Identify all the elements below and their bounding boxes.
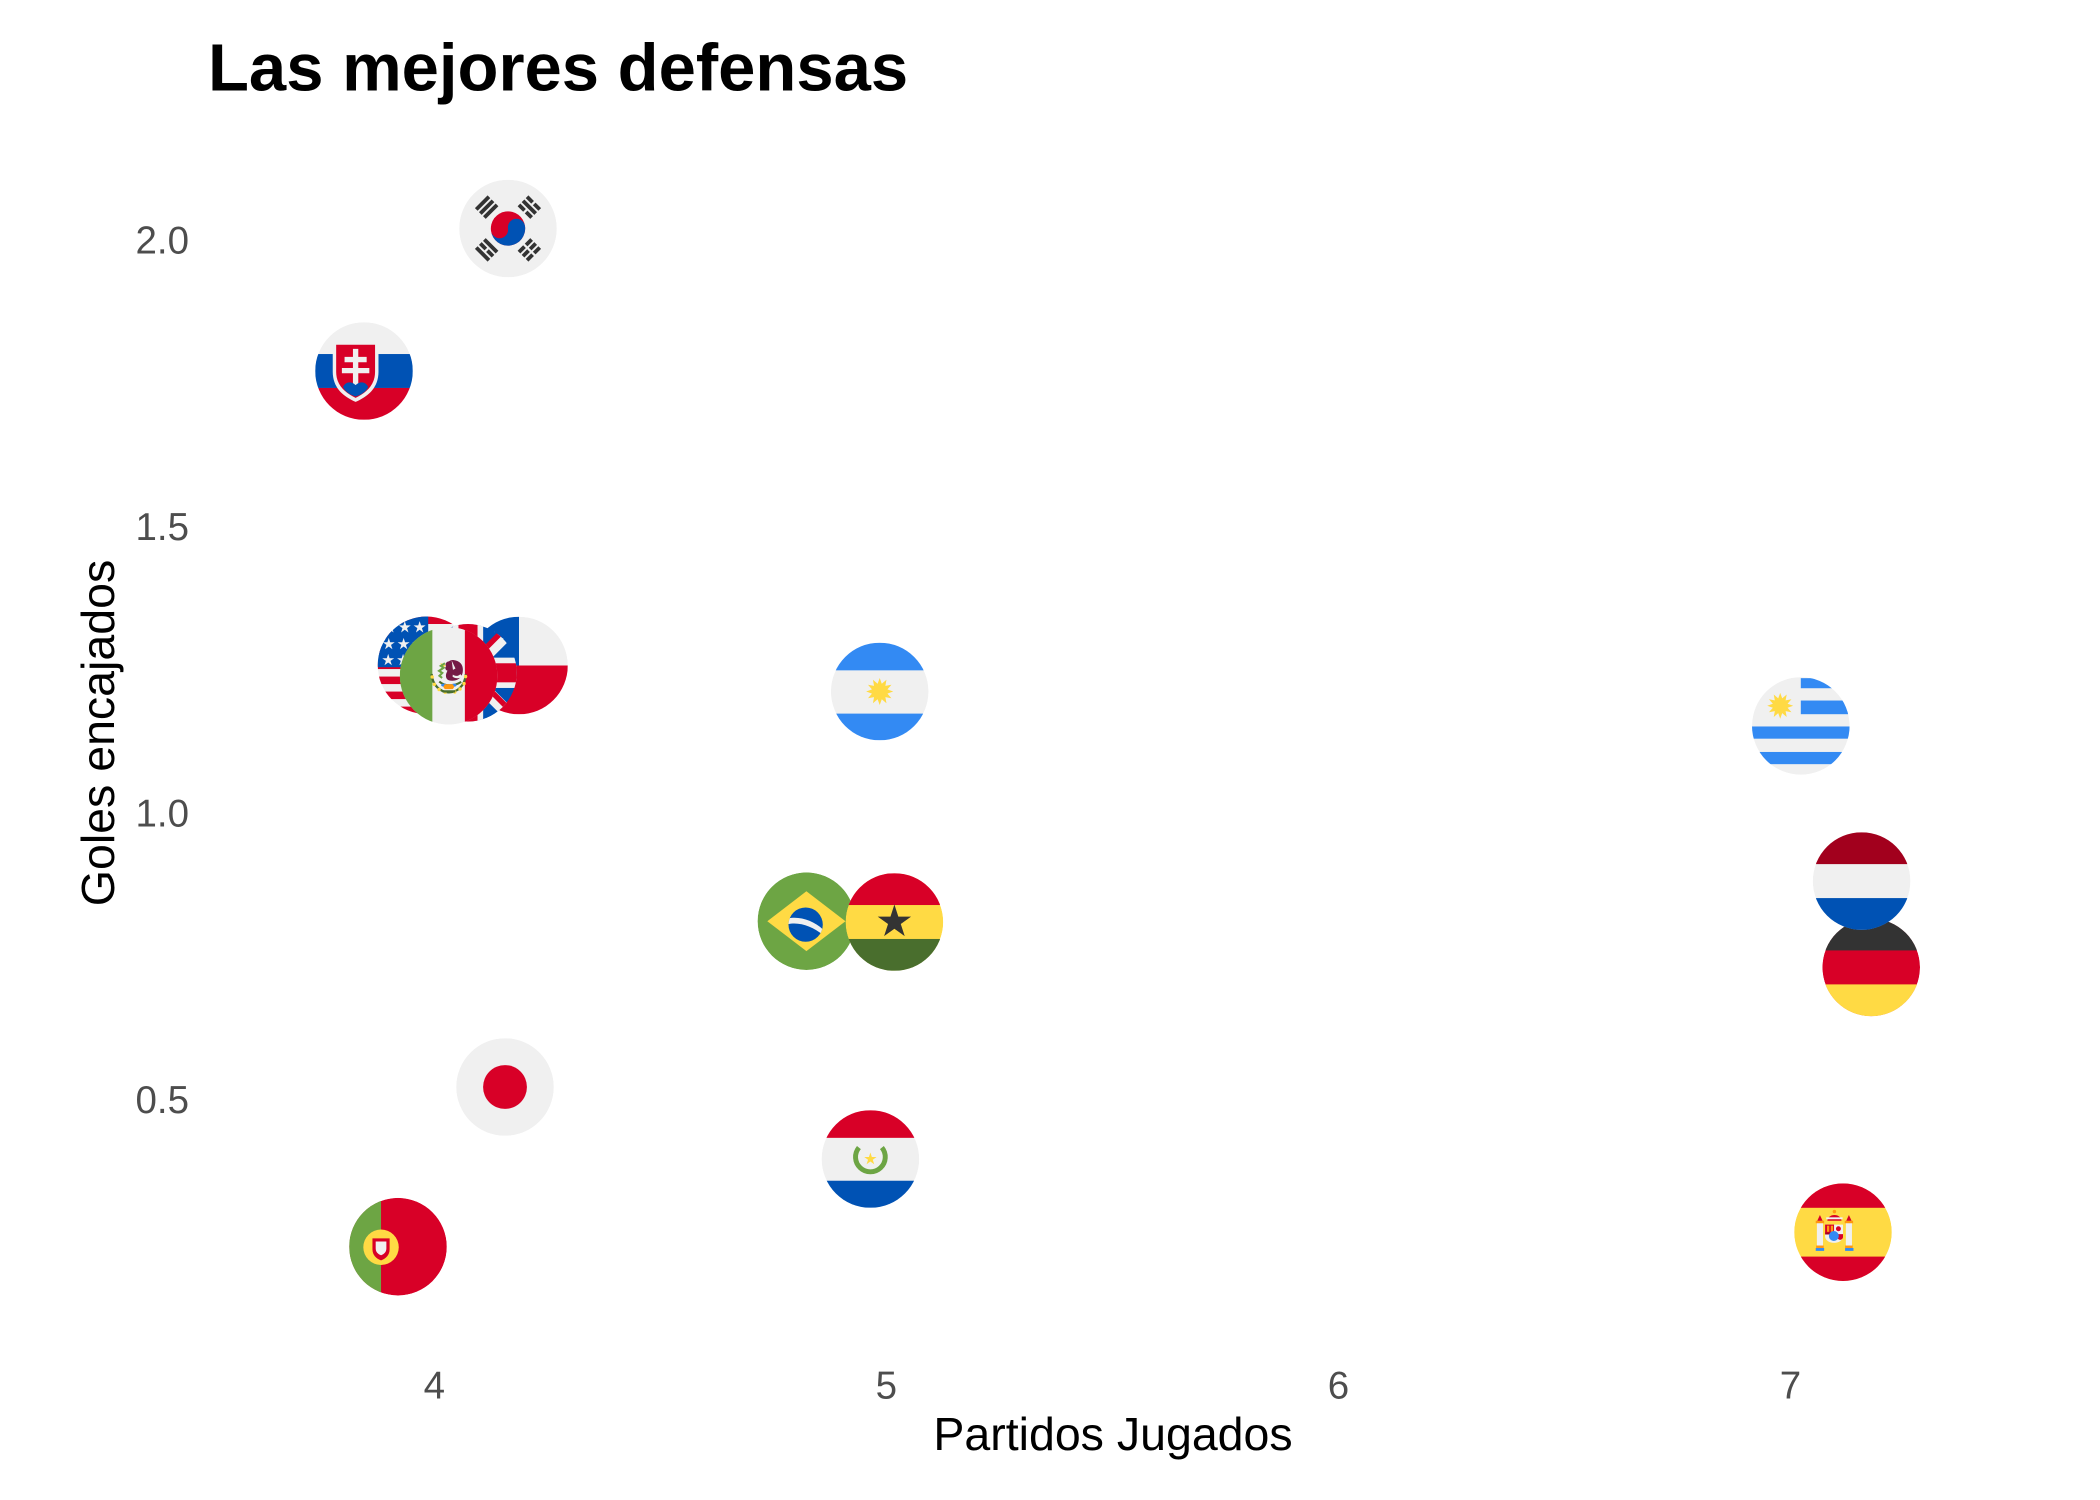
svg-text:Goles encajados: Goles encajados xyxy=(72,560,124,906)
svg-text:0.5: 0.5 xyxy=(135,1079,189,1122)
svg-text:4: 4 xyxy=(424,1364,445,1407)
svg-text:1.5: 1.5 xyxy=(135,506,189,549)
svg-text:7: 7 xyxy=(1780,1364,1801,1407)
svg-text:6: 6 xyxy=(1328,1364,1349,1407)
svg-text:Las mejores defensas: Las mejores defensas xyxy=(208,31,908,106)
svg-text:1.0: 1.0 xyxy=(135,793,189,836)
svg-text:5: 5 xyxy=(876,1364,897,1407)
svg-text:2.0: 2.0 xyxy=(135,220,189,263)
svg-text:Partidos Jugados: Partidos Jugados xyxy=(933,1408,1292,1460)
